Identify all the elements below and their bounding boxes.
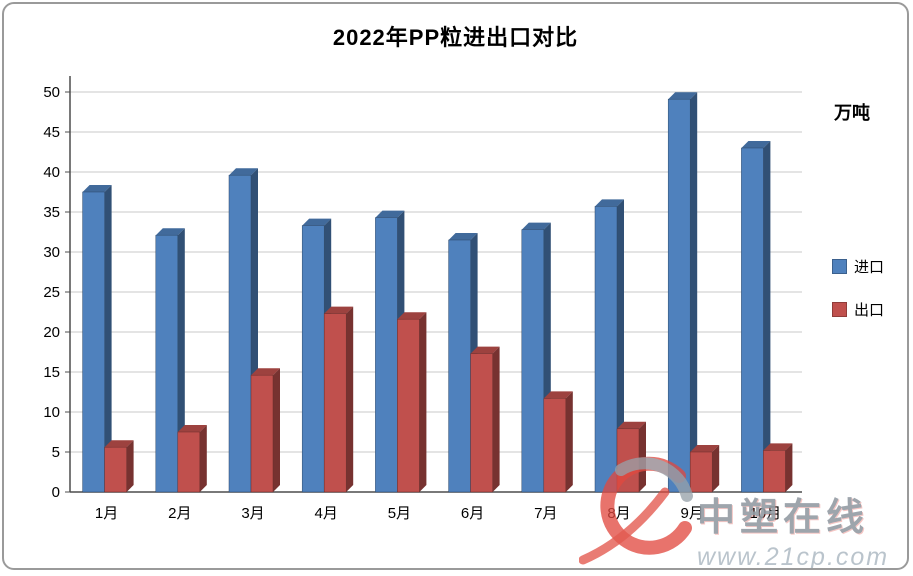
bar-import (594, 206, 618, 493)
bar-import (155, 234, 179, 493)
bar-export (543, 398, 567, 493)
bar-import-side (690, 92, 698, 492)
x-tick-label: 10月 (750, 505, 782, 522)
bar-export-side (565, 391, 573, 492)
bar-export-top (324, 306, 354, 314)
y-tick-label: 5 (52, 444, 60, 461)
bar-import-top (521, 222, 551, 230)
y-tick-label: 50 (43, 84, 60, 101)
x-tick-label: 5月 (388, 505, 411, 522)
legend-swatch-import (832, 259, 847, 274)
y-tick-label: 15 (43, 364, 60, 381)
x-tick-label: 9月 (681, 505, 704, 522)
bar-import-top (82, 185, 112, 192)
y-tick-label: 45 (43, 124, 60, 141)
legend-item-import: 进口 (832, 256, 884, 277)
bar-export-top (690, 445, 720, 452)
bar-export (397, 318, 420, 493)
bar-export-top (543, 391, 573, 399)
bar-import-top (668, 92, 698, 100)
bar-import-top (448, 233, 478, 240)
legend: 进口 出口 (832, 256, 884, 342)
bar-import-side (763, 141, 771, 492)
legend-item-export: 出口 (832, 299, 884, 320)
bar-export-side (199, 425, 207, 492)
bar-import (448, 239, 471, 493)
bar-export-top (104, 440, 134, 448)
legend-label-import: 进口 (854, 259, 885, 276)
y-tick-label: 30 (43, 244, 60, 261)
bar-export-top (177, 425, 207, 432)
y-tick-label: 20 (43, 324, 60, 341)
bar-import-top (155, 228, 185, 236)
bar-import (301, 225, 325, 493)
bar-import-side (177, 228, 185, 492)
bar-export-top (617, 421, 646, 429)
bar-import-top (595, 199, 624, 207)
unit-label: 万吨 (834, 103, 870, 123)
x-tick-label: 8月 (607, 505, 630, 522)
x-tick-label: 7月 (534, 505, 557, 522)
bar-import-top (229, 168, 258, 176)
bar-export (250, 374, 274, 493)
bar-export-top (397, 312, 427, 320)
bar-export (470, 353, 493, 493)
bar-export (323, 313, 347, 493)
bar-export (177, 431, 201, 493)
chart-frame: 2022年PP粒进出口对比 万吨 0 5 10 15 20 25 30 35 40 45 50 1月 2… (2, 2, 909, 570)
bar-export-side (273, 368, 280, 492)
bar-export-top (763, 443, 793, 451)
bar-import-top (302, 218, 332, 226)
bar-import-side (617, 199, 624, 492)
bar-import (228, 174, 252, 493)
bar-export-side (346, 306, 354, 492)
bar-import (375, 217, 398, 493)
bar-import (667, 98, 691, 493)
bar-export-side (639, 421, 646, 492)
x-tick-label: 4月 (315, 505, 338, 522)
bar-import-top (741, 141, 771, 148)
y-tick-label: 10 (43, 404, 60, 421)
bar-import (741, 147, 764, 493)
bar-export (763, 450, 786, 493)
bar-export-side (126, 440, 134, 492)
bar-export-side (712, 445, 720, 492)
bar-import (521, 229, 545, 493)
bar-import-side (104, 185, 112, 492)
bar-export (104, 446, 127, 493)
bar-export (689, 451, 713, 493)
chart-title: 2022年PP粒进出口对比 (332, 25, 579, 50)
chart-canvas: 0 5 10 15 20 25 30 35 40 45 50 1月 2月 3月 4月 5月 6月 7月 8月 9月 10… (43, 76, 802, 522)
legend-label-export: 出口 (854, 302, 885, 319)
legend-swatch-export (832, 302, 847, 317)
y-tick-label: 40 (43, 164, 60, 181)
bar-export-side (785, 443, 793, 492)
bar-export-side (419, 312, 427, 492)
x-tick-label: 3月 (241, 505, 264, 522)
y-tick-label: 0 (52, 484, 60, 501)
x-tick-label: 2月 (168, 505, 191, 522)
x-tick-label: 6月 (461, 505, 484, 522)
bar-export (616, 428, 640, 493)
y-tick-label: 25 (43, 284, 60, 301)
y-tick-label: 35 (43, 204, 60, 221)
bar-export-side (492, 346, 500, 492)
bar-export-top (251, 368, 280, 376)
bar-export-top (470, 346, 500, 354)
x-tick-label: 1月 (95, 505, 118, 522)
bar-import (82, 191, 105, 493)
bar-import-top (375, 210, 405, 218)
